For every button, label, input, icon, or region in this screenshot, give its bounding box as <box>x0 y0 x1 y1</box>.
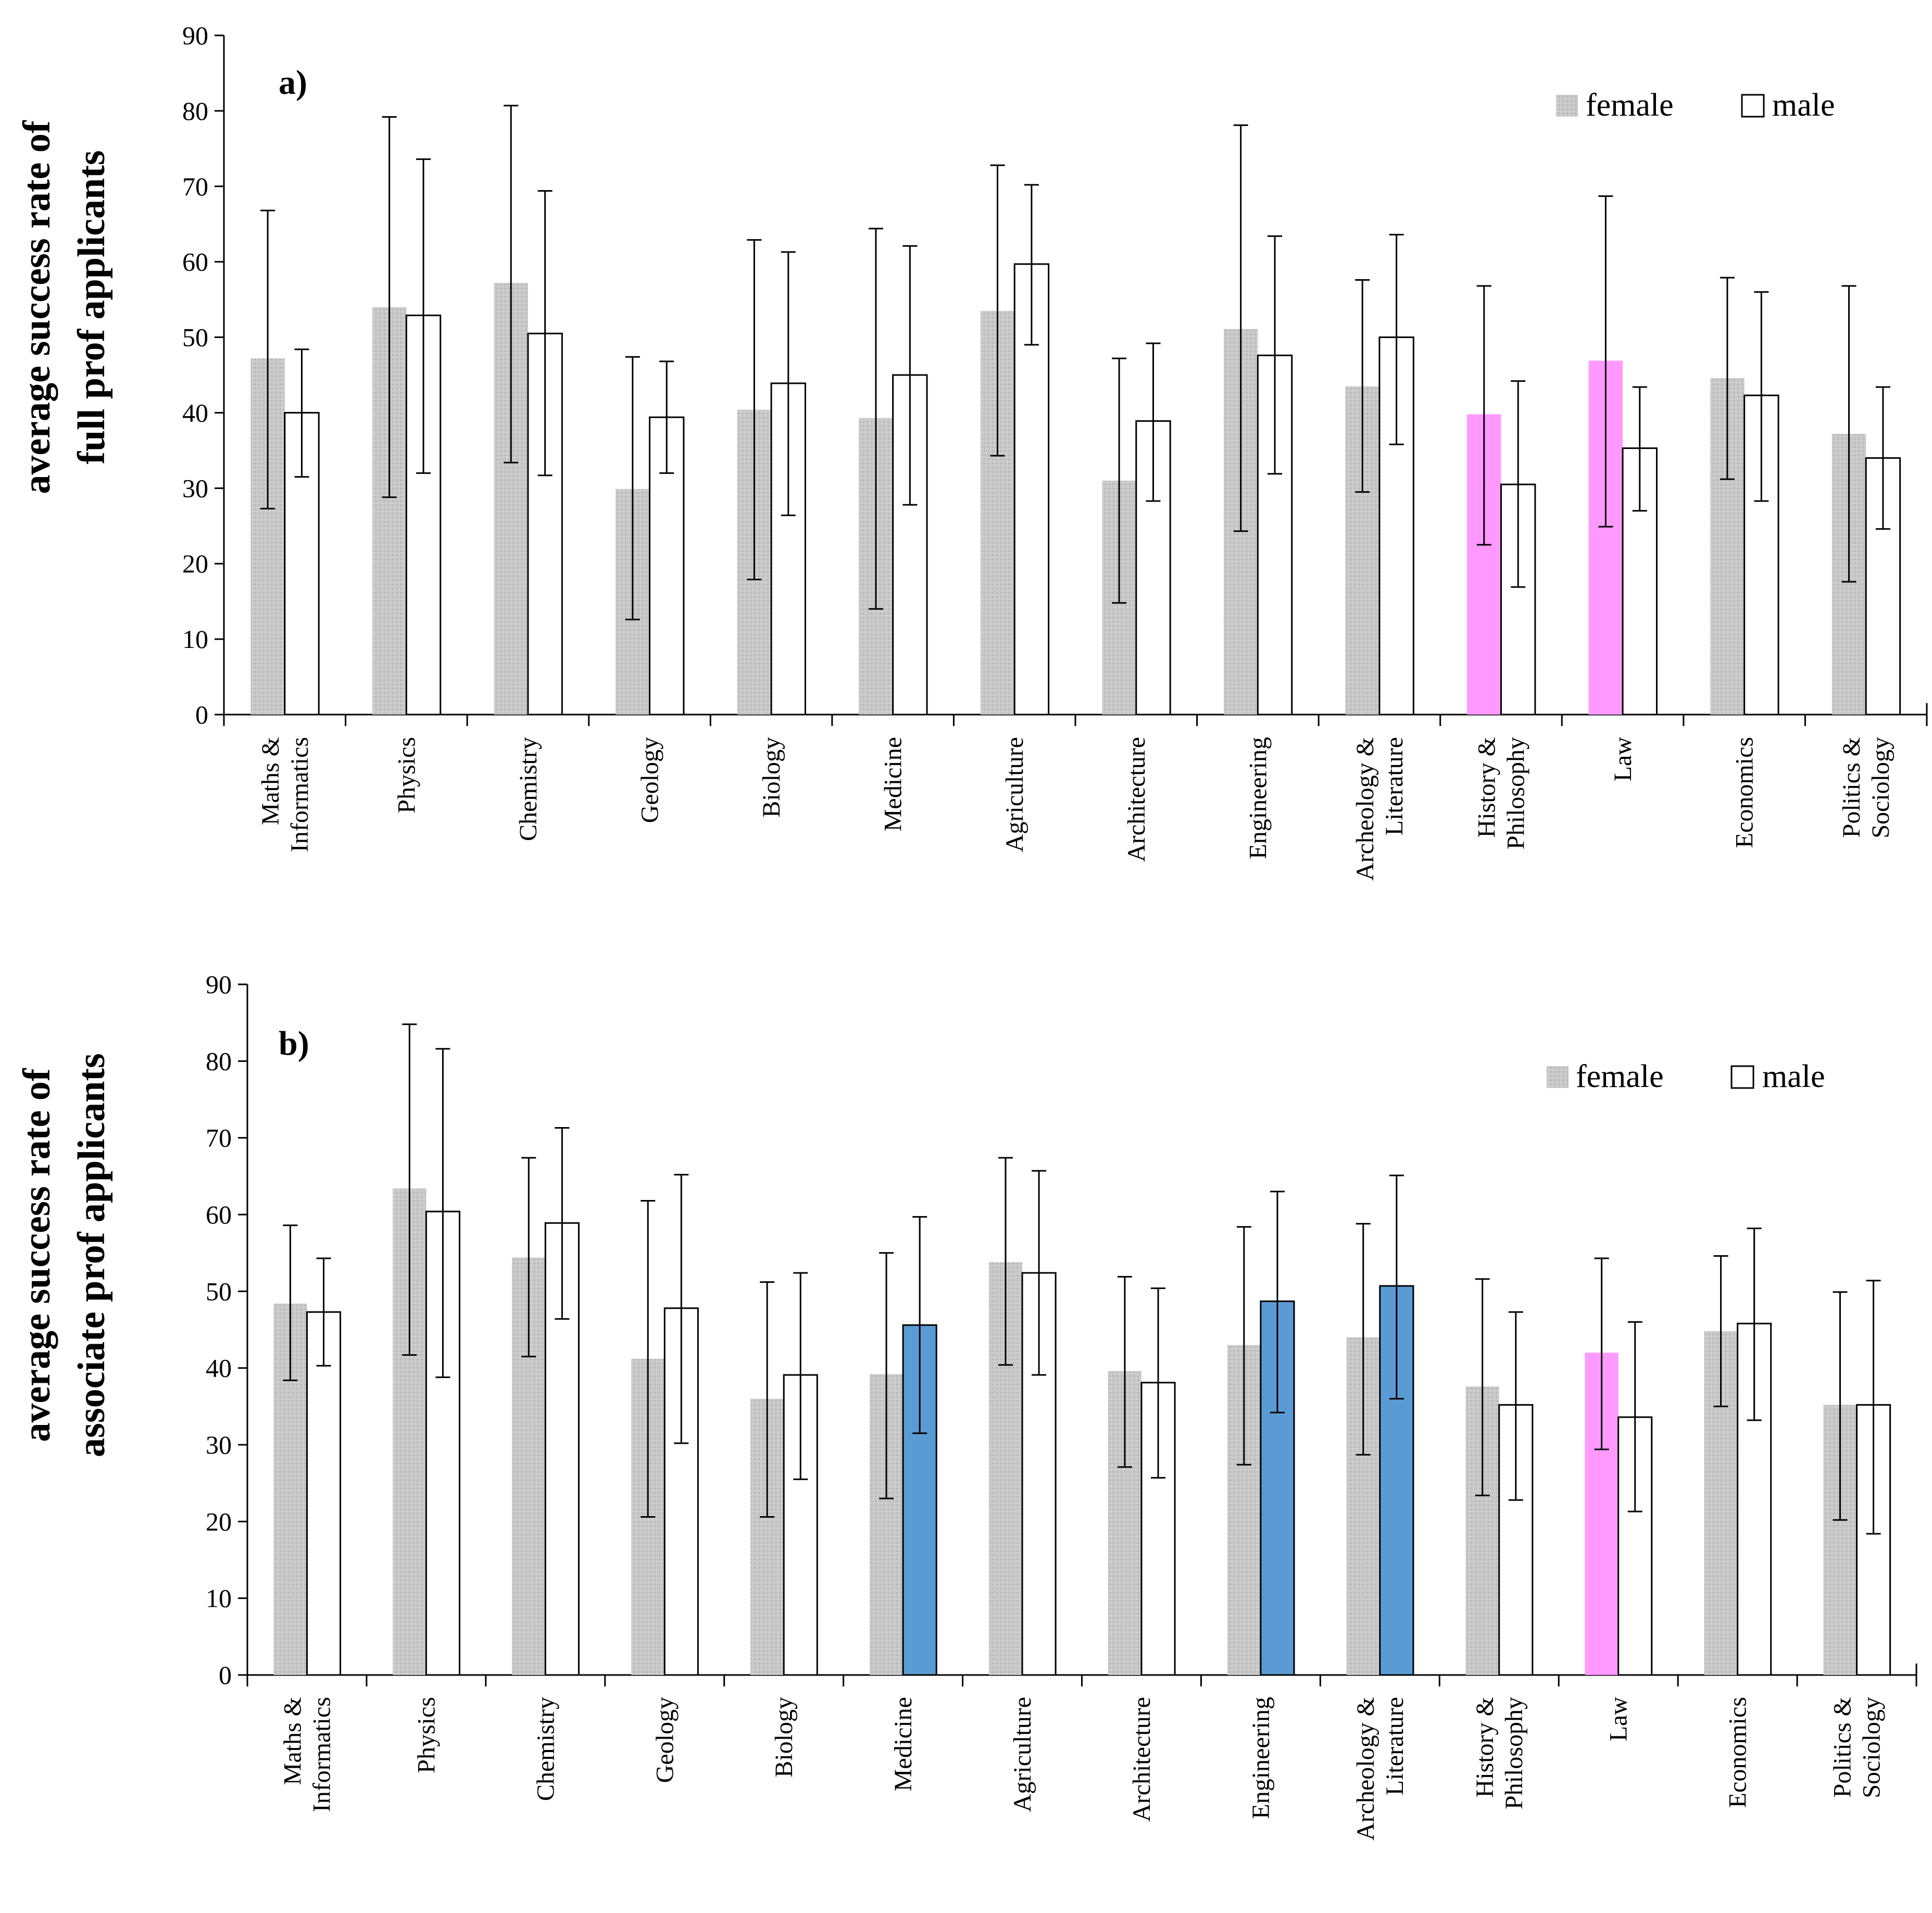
y-tick-label: 20 <box>182 549 208 578</box>
category-label-history-philosophy: History & <box>1473 737 1501 837</box>
category-label-law: Law <box>1605 1697 1633 1742</box>
y-tick-label: 80 <box>206 1046 232 1076</box>
y-tick-label: 30 <box>206 1430 232 1459</box>
y-tick-label: 80 <box>182 96 208 126</box>
category-label-archeology-literature: Archeology & <box>1351 737 1379 881</box>
category-label-economics: Economics <box>1731 737 1759 848</box>
y-tick-label: 10 <box>206 1584 232 1613</box>
y-tick-label: 70 <box>182 172 208 201</box>
legend-swatch-male <box>1741 94 1765 118</box>
category-label-architecture: Architecture <box>1123 737 1150 862</box>
category-label-agriculture: Agriculture <box>1001 737 1028 852</box>
category-label-archeology-literature: Literature <box>1381 1697 1409 1795</box>
category-label-engineering: Engineering <box>1247 1697 1275 1819</box>
legend-label-female: female <box>1576 1059 1664 1094</box>
category-label-medicine: Medicine <box>880 737 907 831</box>
y-axis-title-line2: associate prof applicants <box>70 1053 113 1457</box>
y-tick-label: 90 <box>182 21 208 50</box>
category-label-economics: Economics <box>1724 1697 1752 1808</box>
panel-label: a) <box>279 64 307 102</box>
y-tick-label: 50 <box>182 323 208 352</box>
panel-label: b) <box>279 1024 309 1062</box>
category-label-physics: Physics <box>412 1697 440 1773</box>
panel-a-full-prof: 0 10 20 30 40 50 60 70 80 90 Maths & Informatics Phy… <box>16 21 1928 881</box>
y-tick-label: 0 <box>195 700 208 729</box>
legend-swatch-female <box>1556 95 1578 117</box>
category-label-medicine: Medicine <box>889 1697 917 1791</box>
legend-swatch-male <box>1730 1065 1754 1089</box>
panel-b-associate-prof: 0 10 20 30 40 50 60 70 80 90 Maths & Informatics Phy… <box>16 970 1917 1841</box>
bar-male-engineering <box>1257 354 1293 716</box>
y-tick-label: 20 <box>206 1507 232 1536</box>
category-label-law: Law <box>1609 737 1637 782</box>
y-tick-label: 60 <box>182 247 208 277</box>
y-tick-label: 50 <box>206 1277 232 1306</box>
category-label-chemistry: Chemistry <box>515 737 542 841</box>
y-axis-title-line2: full prof applicants <box>70 150 113 464</box>
category-label-maths-informatics: Informatics <box>308 1697 335 1812</box>
category-label-history-philosophy: Philosophy <box>1500 1697 1528 1809</box>
category-label-maths-informatics: Informatics <box>286 737 313 852</box>
y-tick-label: 90 <box>206 970 232 999</box>
category-label-politics-sociology: Sociology <box>1858 1697 1886 1798</box>
legend-label-male: male <box>1762 1059 1825 1094</box>
y-tick-label: 70 <box>206 1123 232 1153</box>
category-label-architecture: Architecture <box>1128 1697 1156 1822</box>
category-label-geology: Geology <box>636 737 664 823</box>
category-label-chemistry: Chemistry <box>532 1697 559 1801</box>
category-label-maths-informatics: Maths & <box>279 1697 306 1785</box>
y-axis-title-line1: average success rate of <box>16 1068 58 1442</box>
category-label-archeology-literature: Literature <box>1381 737 1408 835</box>
category-label-physics: Physics <box>393 737 420 814</box>
y-axis-title-line1: average success rate of <box>16 120 58 494</box>
y-tick-label: 10 <box>182 624 208 654</box>
category-label-biology: Biology <box>758 737 785 818</box>
y-tick-label: 30 <box>182 473 208 503</box>
category-label-politics-sociology: Politics & <box>1829 1697 1856 1797</box>
y-tick-label: 60 <box>206 1200 232 1229</box>
category-label-biology: Biology <box>770 1697 798 1778</box>
category-label-politics-sociology: Sociology <box>1867 737 1895 839</box>
y-tick-label: 0 <box>219 1660 232 1690</box>
legend-swatch-female <box>1547 1066 1569 1088</box>
category-label-history-philosophy: History & <box>1471 1697 1499 1797</box>
category-label-engineering: Engineering <box>1244 737 1272 859</box>
category-label-history-philosophy: Philosophy <box>1502 737 1530 849</box>
legend-label-female: female <box>1586 87 1674 123</box>
y-tick-label: 40 <box>182 398 208 427</box>
category-label-maths-informatics: Maths & <box>257 737 284 825</box>
category-label-geology: Geology <box>651 1697 679 1783</box>
legend-label-male: male <box>1772 87 1835 123</box>
category-label-politics-sociology: Politics & <box>1838 737 1865 837</box>
y-tick-label: 40 <box>206 1354 232 1383</box>
category-label-archeology-literature: Archeology & <box>1352 1697 1379 1841</box>
category-label-agriculture: Agriculture <box>1009 1697 1036 1812</box>
